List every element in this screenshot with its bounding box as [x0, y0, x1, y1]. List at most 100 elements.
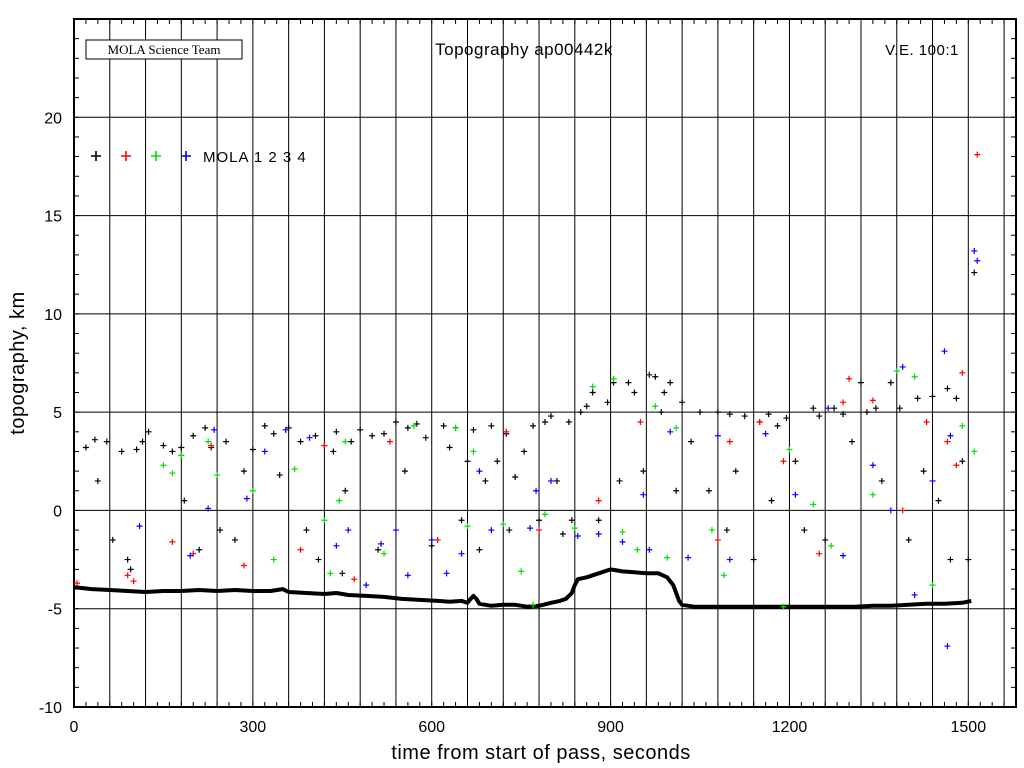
data-point-mola-3	[410, 422, 417, 429]
data-point-mola-4	[974, 257, 981, 264]
data-point-mola-4	[944, 643, 951, 650]
data-point-mola-1	[857, 379, 864, 386]
data-point-mola-2	[169, 538, 176, 545]
data-point-mola-3	[327, 570, 334, 577]
data-point-mola-4	[762, 430, 769, 437]
data-point-mola-4	[392, 527, 399, 534]
data-point-mola-1	[726, 411, 733, 418]
data-point-mola-3	[786, 446, 793, 453]
data-point-mola-1	[178, 444, 185, 451]
y-tick-label: 15	[44, 209, 62, 226]
chart-title: Topography ap00442k	[435, 40, 613, 59]
data-point-mola-1	[422, 434, 429, 441]
data-point-mola-3	[810, 501, 817, 508]
data-point-mola-1	[849, 438, 856, 445]
team-label-box	[85, 39, 243, 60]
data-point-mola-1	[714, 409, 721, 416]
data-point-mola-2	[944, 438, 951, 445]
plot-frame	[73, 18, 1017, 708]
data-point-mola-1	[506, 527, 513, 534]
data-point-mola-1	[381, 430, 388, 437]
data-point-mola-4	[911, 591, 918, 598]
legend-marker-mola-1	[91, 151, 101, 161]
data-point-mola-2	[130, 578, 137, 585]
data-point-mola-1	[750, 556, 757, 563]
data-point-mola-1	[863, 409, 870, 416]
data-point-mola-3	[869, 491, 876, 498]
data-point-mola-1	[741, 413, 748, 420]
data-point-mola-1	[542, 418, 548, 425]
data-point-mola-1	[959, 458, 966, 465]
data-point-mola-1	[458, 517, 465, 524]
data-point-mola-1	[217, 527, 224, 534]
data-point-mola-1	[816, 413, 823, 420]
data-point-mola-3	[619, 529, 626, 536]
legend: MOLA 1 2 3 4	[91, 149, 307, 166]
data-point-mola-4	[243, 495, 250, 502]
data-point-mola-3	[452, 424, 459, 431]
data-point-mola-2	[953, 462, 960, 469]
data-point-mola-1	[342, 487, 349, 494]
data-point-mola-4	[345, 527, 352, 534]
data-point-mola-3	[291, 466, 298, 473]
data-point-mola-4	[941, 348, 948, 355]
ve-label: V.E. 100:1	[885, 42, 959, 59]
data-point-mola-4	[971, 247, 978, 254]
data-point-mola-3	[214, 472, 221, 479]
data-point-mola-2	[297, 546, 304, 553]
data-point-mola-1	[315, 556, 322, 563]
data-point-mola-3	[971, 448, 978, 455]
data-point-mola-1	[667, 379, 674, 386]
data-point-mola-3	[828, 542, 835, 549]
data-point-mola-4	[205, 505, 212, 512]
data-point-mola-3	[610, 375, 617, 382]
data-point-mola-1	[697, 409, 704, 416]
data-point-mola-1	[559, 531, 566, 538]
data-point-mola-1	[565, 418, 572, 425]
data-point-mola-4	[714, 432, 721, 439]
data-point-mola-1	[583, 403, 590, 410]
data-point-mola-4	[428, 536, 435, 543]
data-point-mola-1	[231, 536, 238, 543]
data-point-mola-2	[351, 576, 358, 583]
data-point-mola-1	[249, 446, 256, 453]
data-point-mola-1	[953, 395, 960, 402]
data-point-mola-4	[282, 426, 289, 433]
data-point-mola-1	[965, 556, 972, 563]
data-point-mola-1	[276, 472, 283, 479]
data-point-mola-2	[595, 497, 602, 504]
frame-ticks	[74, 19, 1016, 707]
data-point-mola-2	[974, 151, 981, 158]
data-point-mola-3	[500, 521, 507, 528]
data-point-mola-1	[568, 517, 575, 524]
ground-track-line	[73, 567, 972, 609]
legend-marker-mola-3	[151, 151, 161, 161]
data-point-mola-3	[249, 487, 256, 494]
data-point-mola-4	[825, 405, 832, 412]
data-point-mola-4	[929, 477, 936, 484]
data-point-mola-1	[330, 448, 337, 455]
data-point-mola-3	[634, 546, 641, 553]
y-tick-label: -10	[39, 700, 62, 717]
data-point-mola-2	[240, 562, 247, 569]
data-point-mola-3	[959, 422, 966, 429]
team-label: MOLA Science Team	[108, 42, 221, 57]
data-point-mola-2	[321, 442, 328, 449]
data-point-mola-1	[446, 444, 453, 451]
x-tick-label: 600	[418, 719, 445, 736]
data-point-mola-1	[297, 438, 304, 445]
ground-track-series	[73, 567, 972, 609]
data-point-mola-1	[652, 373, 659, 380]
data-point-mola-2	[434, 536, 441, 543]
data-point-mola-1	[878, 477, 885, 484]
data-point-mola-2	[816, 550, 823, 557]
data-point-mola-1	[679, 399, 686, 406]
data-point-mola-3	[464, 523, 471, 530]
data-point-mola-1	[914, 395, 921, 402]
y-tick-label: 0	[53, 503, 62, 520]
data-point-mola-3	[589, 383, 596, 390]
data-point-mola-4	[640, 491, 647, 498]
legend-label: MOLA 1 2 3 4	[203, 149, 307, 166]
y-axis-title: topography, km	[7, 291, 29, 434]
